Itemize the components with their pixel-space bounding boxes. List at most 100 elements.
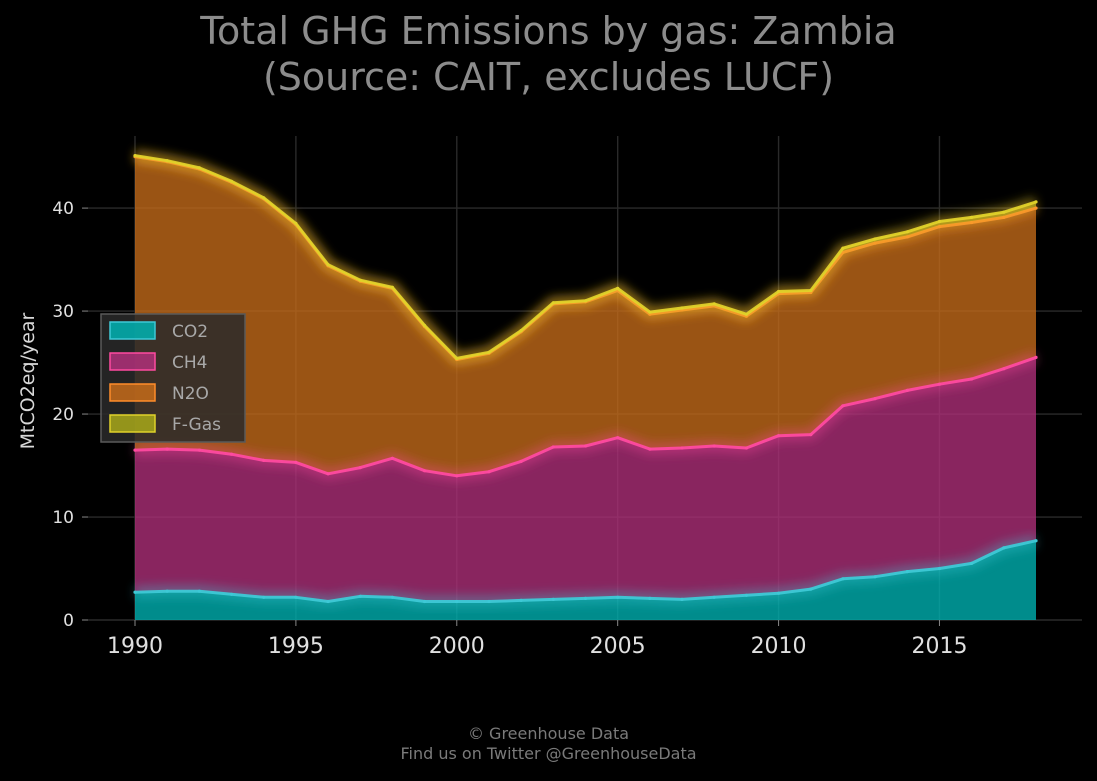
point-ch4-1994 <box>262 458 266 462</box>
point-f-gas-2008 <box>712 302 716 306</box>
point-ch4-2000 <box>455 474 459 478</box>
point-f-gas-2018 <box>1034 200 1038 204</box>
point-co2-2009 <box>744 593 749 597</box>
point-co2-2014 <box>905 570 909 574</box>
point-ch4-2011 <box>809 433 813 437</box>
point-f-gas-1999 <box>423 323 427 328</box>
point-ch4-1998 <box>390 456 394 460</box>
legend: CO2 CH4 N2O F-Gas <box>100 313 246 443</box>
point-co2-1999 <box>423 599 427 604</box>
area-n2o <box>135 156 1036 476</box>
point-co2-1992 <box>197 589 201 593</box>
legend-label-f-gas: F-Gas <box>172 415 221 435</box>
point-f-gas-2010 <box>777 289 781 294</box>
point-ch4-2006 <box>648 447 652 451</box>
point-co2-1996 <box>326 599 330 604</box>
point-ch4-2014 <box>905 388 909 392</box>
y-axis-label: MtCO2eq/year <box>17 312 39 449</box>
point-f-gas-2002 <box>519 329 523 333</box>
y-tick-label-30: 30 <box>52 302 74 322</box>
chart-title-line-1: Total GHG Emissions by gas: Zambia <box>200 9 897 53</box>
point-f-gas-2001 <box>487 350 491 354</box>
point-f-gas-2004 <box>583 299 588 303</box>
y-tick-label-0: 0 <box>63 611 74 631</box>
series-lines <box>133 149 1038 608</box>
legend-label-n2o: N2O <box>172 384 209 404</box>
point-ch4-2009 <box>744 446 749 450</box>
legend-label-ch4: CH4 <box>172 353 207 373</box>
point-f-gas-1992 <box>197 166 201 170</box>
point-co2-2011 <box>809 587 813 591</box>
legend-swatch-ch4 <box>109 352 156 371</box>
point-co2-2005 <box>616 595 620 599</box>
point-ch4-1997 <box>358 466 362 470</box>
point-co2-2012 <box>841 577 845 581</box>
legend-swatch-co2 <box>109 321 156 340</box>
point-f-gas-1991 <box>165 159 169 163</box>
point-ch4-2013 <box>873 397 877 401</box>
point-ch4-2010 <box>777 434 781 438</box>
point-ch4-1991 <box>165 447 169 451</box>
point-f-gas-1998 <box>390 285 394 289</box>
point-ch4-2008 <box>712 444 716 448</box>
area-ch4 <box>135 357 1036 602</box>
point-ch4-2007 <box>680 446 684 450</box>
point-co2-2008 <box>712 595 716 599</box>
point-co2-2010 <box>777 591 781 595</box>
point-co2-2016 <box>970 561 974 566</box>
point-co2-2003 <box>551 597 555 602</box>
legend-swatch-n2o <box>109 383 156 402</box>
point-co2-2004 <box>583 596 588 601</box>
axes: 1990 1995 2000 2005 2010 2015 0 10 20 30 40 <box>52 199 967 659</box>
point-f-gas-1995 <box>294 221 298 226</box>
x-tick-label-2005: 2005 <box>590 634 646 659</box>
point-co2-1994 <box>262 595 266 599</box>
point-ch4-2003 <box>551 445 555 449</box>
y-tick-label-10: 10 <box>52 508 74 528</box>
point-co2-2006 <box>648 596 652 601</box>
point-co2-2000 <box>455 599 459 604</box>
point-co2-2017 <box>1002 546 1006 550</box>
point-co2-1995 <box>294 595 298 599</box>
point-f-gas-1990 <box>133 154 137 158</box>
twitter-credit: Find us on Twitter @GreenhouseData <box>400 744 697 763</box>
point-ch4-2017 <box>1002 367 1006 371</box>
point-ch4-2001 <box>487 470 491 474</box>
point-co2-1993 <box>229 592 234 596</box>
point-ch4-1996 <box>326 472 330 476</box>
point-f-gas-2012 <box>841 246 845 250</box>
point-co2-2018 <box>1034 539 1038 543</box>
point-co2-2007 <box>680 597 684 602</box>
point-co2-2002 <box>519 598 523 603</box>
point-f-gas-1994 <box>262 196 266 200</box>
x-tick-label-2015: 2015 <box>911 634 967 659</box>
point-ch4-2015 <box>937 382 942 386</box>
point-co2-2013 <box>873 575 877 579</box>
point-ch4-2002 <box>519 459 523 463</box>
point-f-gas-2003 <box>551 301 555 305</box>
point-co2-1991 <box>165 589 169 593</box>
chart-title-line-2: (Source: CAIT, excludes LUCF) <box>262 55 835 99</box>
point-ch4-1992 <box>197 448 201 452</box>
point-co2-1998 <box>390 595 394 599</box>
point-ch4-2004 <box>583 444 588 448</box>
y-tick-label-20: 20 <box>52 405 74 425</box>
point-f-gas-2007 <box>680 306 684 310</box>
point-ch4-2005 <box>616 436 620 440</box>
point-f-gas-2000 <box>455 356 459 360</box>
y-tick-label-40: 40 <box>52 199 74 219</box>
x-tick-label-2000: 2000 <box>429 634 485 659</box>
x-tick-label-2010: 2010 <box>751 634 807 659</box>
legend-swatch-f-gas <box>109 414 156 433</box>
point-f-gas-1993 <box>229 179 234 183</box>
point-ch4-1999 <box>423 469 427 473</box>
point-f-gas-2015 <box>937 219 942 224</box>
point-f-gas-2014 <box>905 230 909 234</box>
x-tick-label-1990: 1990 <box>107 634 163 659</box>
point-f-gas-2013 <box>873 237 877 241</box>
point-ch4-1993 <box>229 452 234 456</box>
legend-label-co2: CO2 <box>172 322 208 342</box>
point-ch4-2018 <box>1034 355 1038 359</box>
point-ch4-1995 <box>294 460 298 464</box>
